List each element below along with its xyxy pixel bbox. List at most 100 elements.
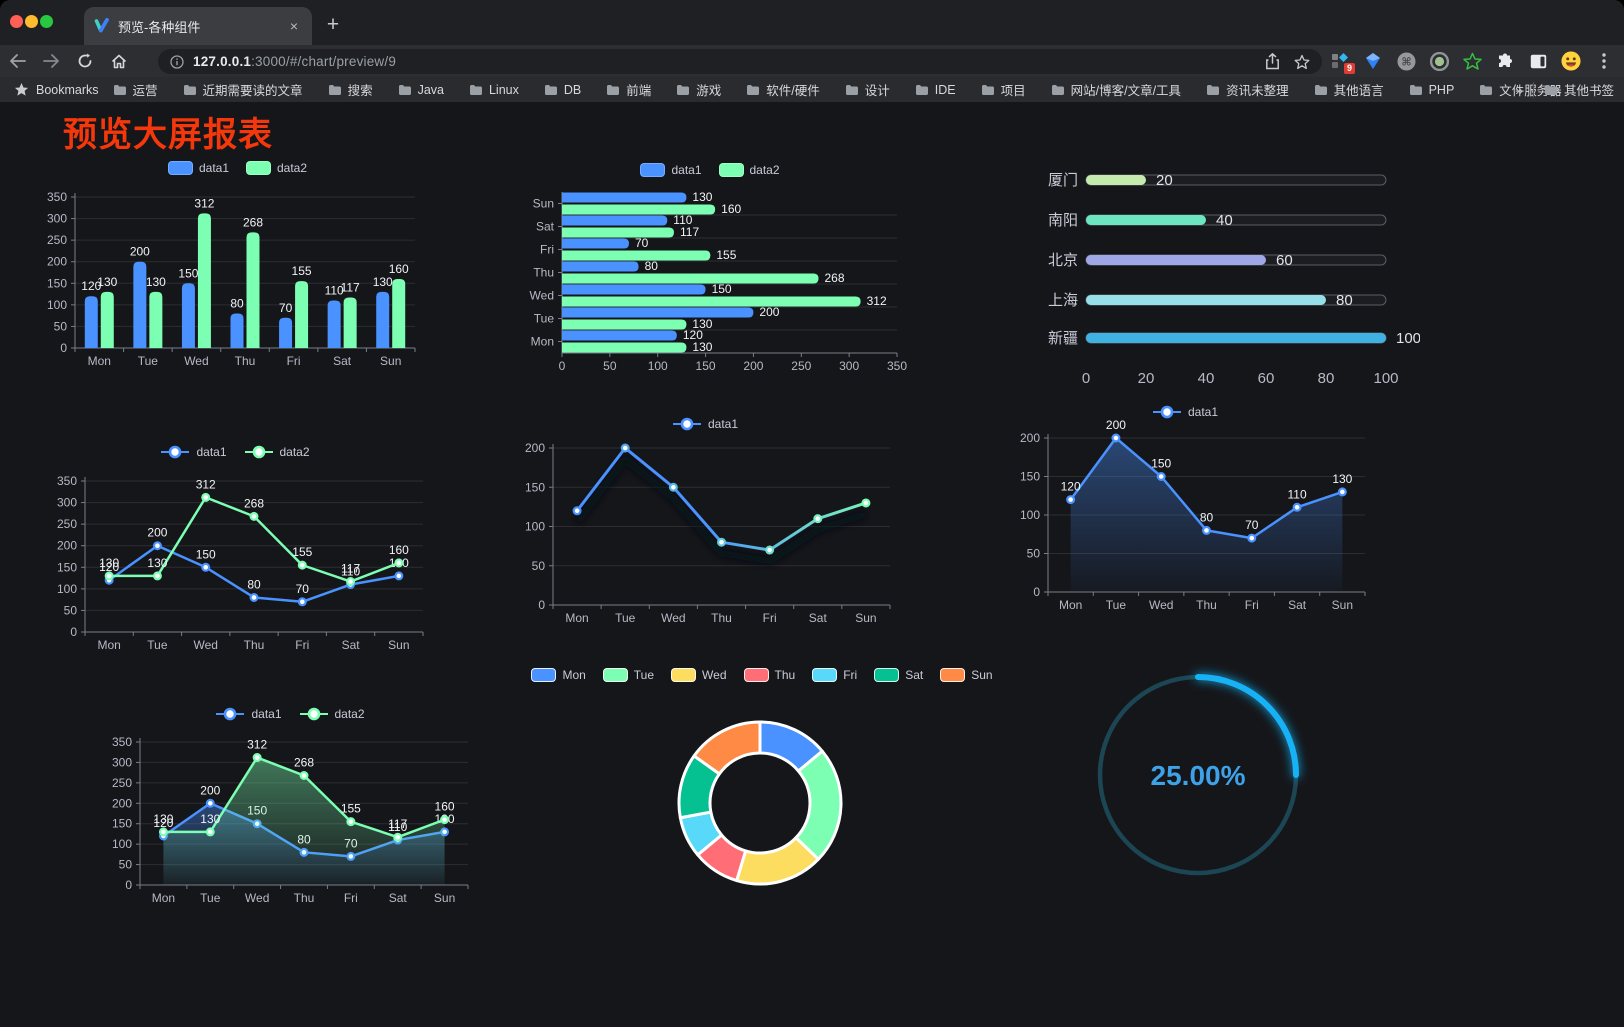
extension-gem-icon[interactable] <box>1363 51 1383 71</box>
other-bookmarks-folder[interactable]: 其他书签 <box>1544 80 1614 99</box>
hbar-data2-Thu[interactable] <box>562 273 819 284</box>
legend-item-data1[interactable]: data1 <box>215 707 282 721</box>
data-point-data2-Sat[interactable] <box>393 832 403 842</box>
data-point-data1-Fri[interactable] <box>765 545 775 555</box>
chart-weekday-donut[interactable]: Mon Tue Wed Thu Fri Sat Sun <box>531 655 993 905</box>
data-point-data1-Tue[interactable] <box>1111 433 1121 443</box>
extension-grid-icon[interactable]: 9 <box>1330 51 1355 74</box>
chart-two-series-area[interactable]: data1 data2 0 50 100 150 200 250 300 350 Mon Tue Wed… <box>100 700 480 925</box>
legend-item-Wed[interactable]: Wed <box>671 668 727 682</box>
browser-tab[interactable]: 预览-各种组件 × <box>84 7 312 45</box>
data-point-data1-Tue[interactable] <box>152 541 162 551</box>
legend-item-data2[interactable]: data2 <box>299 707 365 721</box>
legend-item-data2[interactable]: data2 <box>246 161 307 175</box>
bar-data2-Tue[interactable] <box>149 291 163 348</box>
data-point-data1-Tue[interactable] <box>620 443 630 453</box>
hbar-data1-Fri[interactable] <box>562 238 629 249</box>
chart-area-line[interactable]: data1 0 50 100 150 200 Mon Tue Wed Thu Fri Sat Sun 12… <box>985 395 1385 620</box>
progress-fill-南阳[interactable] <box>1086 215 1206 225</box>
bar-data2-Sun[interactable] <box>392 278 406 348</box>
bookmark-folder[interactable]: 网站/博客/文章/工具 <box>1051 80 1181 99</box>
legend-item-Tue[interactable]: Tue <box>602 668 654 682</box>
legend-item-Sat[interactable]: Sat <box>874 668 923 682</box>
bookmark-folder[interactable]: 资讯未整理 <box>1206 80 1289 99</box>
data-point-data1-Sat[interactable] <box>813 514 823 524</box>
bar-data1-Sat[interactable] <box>327 300 341 348</box>
data-point-data2-Sat[interactable] <box>346 577 356 587</box>
data-point-data1-Tue[interactable] <box>205 798 215 808</box>
back-icon[interactable] <box>0 54 34 68</box>
extensions-puzzle-icon[interactable] <box>1495 51 1515 71</box>
forward-icon[interactable] <box>34 54 68 68</box>
share-icon[interactable] <box>1265 53 1280 70</box>
chart-grouped-hbar[interactable]: data1 data2 0 50 100 150 200 250 300 350 Sun 130 160… <box>505 148 915 378</box>
hbar-data1-Wed[interactable] <box>562 284 706 295</box>
bookmarks-star-icon[interactable] <box>14 82 29 97</box>
data-point-data1-Thu[interactable] <box>717 537 727 547</box>
info-icon[interactable] <box>170 54 184 69</box>
legend-item-data1[interactable]: data1 <box>167 161 229 175</box>
progress-fill-厦门[interactable] <box>1086 175 1146 185</box>
pie-slice-Sun[interactable] <box>692 720 762 776</box>
data-point-data2-Wed[interactable] <box>252 753 262 763</box>
legend-item-Sun[interactable]: Sun <box>940 668 993 682</box>
hbar-data2-Sat[interactable] <box>562 227 674 238</box>
bookmark-folder[interactable]: 前端 <box>606 80 651 99</box>
data-point-data1-Sun[interactable] <box>1337 487 1347 497</box>
window-close-button[interactable] <box>10 15 23 28</box>
bookmark-folder[interactable]: IDE <box>915 83 956 97</box>
bar-data2-Thu[interactable] <box>246 232 260 348</box>
hbar-data1-Sun[interactable] <box>562 192 687 203</box>
bookmark-folder[interactable]: Linux <box>469 83 519 97</box>
bar-data1-Tue[interactable] <box>133 261 147 348</box>
bookmark-star-icon[interactable] <box>1294 54 1310 70</box>
bar-data1-Sun[interactable] <box>376 291 390 348</box>
bar-data1-Wed[interactable] <box>181 283 195 348</box>
legend-item-Mon[interactable]: Mon <box>531 668 586 682</box>
extension-green-star-icon[interactable] <box>1462 51 1482 71</box>
address-bar[interactable]: 127.0.0.1:3000/#/chart/preview/9 <box>158 49 1322 74</box>
bookmark-folder[interactable]: 近期需要读的文章 <box>183 80 303 99</box>
data-point-data1-Fri[interactable] <box>1247 533 1257 543</box>
bar-data1-Thu[interactable] <box>230 313 244 348</box>
data-point-data2-Fri[interactable] <box>297 560 307 570</box>
legend-item-data1[interactable]: data1 <box>672 417 738 431</box>
extension-ring-dot-icon[interactable] <box>1429 51 1449 71</box>
tab-close-icon[interactable]: × <box>289 18 298 34</box>
data-point-data1-Thu[interactable] <box>1202 525 1212 535</box>
bookmarks-label[interactable]: Bookmarks <box>36 82 99 97</box>
legend-item-data2[interactable]: data2 <box>244 445 310 459</box>
data-point-data1-Sun[interactable] <box>394 571 404 581</box>
bookmark-folder[interactable]: DB <box>544 83 581 97</box>
bookmark-folder[interactable]: 设计 <box>845 80 890 99</box>
hbar-data1-Mon[interactable] <box>562 330 677 341</box>
reload-icon[interactable] <box>68 53 102 69</box>
chart-gradient-line[interactable]: data1 0 50 100 150 200 Mon Tue Wed Thu Fri Sat Sun <box>505 405 905 630</box>
hbar-data2-Tue[interactable] <box>562 319 687 330</box>
data-point-data2-Mon[interactable] <box>158 827 168 837</box>
legend-item-data2[interactable]: data2 <box>718 163 780 177</box>
hbar-data1-Tue[interactable] <box>562 307 754 318</box>
window-minimize-button[interactable] <box>25 15 38 28</box>
data-point-data2-Thu[interactable] <box>249 511 259 521</box>
bar-data1-Mon[interactable] <box>84 296 98 348</box>
window-zoom-button[interactable] <box>40 15 53 28</box>
legend-item-Fri[interactable]: Fri <box>812 668 857 682</box>
bookmark-folder[interactable]: 搜索 <box>328 80 373 99</box>
bookmark-folder[interactable]: 运营 <box>113 80 158 99</box>
data-point-data2-Wed[interactable] <box>201 492 211 502</box>
menu-icon[interactable] <box>1594 51 1614 71</box>
legend-item-data1[interactable]: data1 <box>640 163 702 177</box>
data-point-data1-Mon[interactable] <box>1066 495 1076 505</box>
legend-item-Thu[interactable]: Thu <box>743 668 795 682</box>
data-point-data2-Tue[interactable] <box>152 571 162 581</box>
data-point-data1-Wed[interactable] <box>668 482 678 492</box>
bar-data2-Fri[interactable] <box>295 281 309 348</box>
hbar-data2-Fri[interactable] <box>562 250 711 261</box>
data-point-data2-Sun[interactable] <box>440 815 450 825</box>
bar-data2-Mon[interactable] <box>100 291 114 348</box>
home-icon[interactable] <box>102 54 136 69</box>
data-point-data2-Sun[interactable] <box>394 558 404 568</box>
profile-avatar[interactable] <box>1561 51 1581 71</box>
data-point-data1-Wed[interactable] <box>1156 471 1166 481</box>
